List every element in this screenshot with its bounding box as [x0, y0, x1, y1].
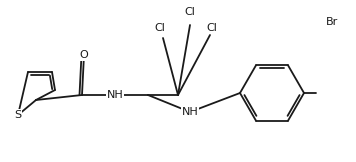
- Text: Cl: Cl: [155, 23, 166, 33]
- Text: Cl: Cl: [206, 23, 218, 33]
- Text: Br: Br: [326, 17, 338, 27]
- Text: NH: NH: [182, 107, 198, 117]
- Text: O: O: [80, 50, 88, 60]
- Text: Cl: Cl: [184, 7, 195, 17]
- Text: S: S: [15, 110, 22, 120]
- Text: NH: NH: [107, 90, 124, 100]
